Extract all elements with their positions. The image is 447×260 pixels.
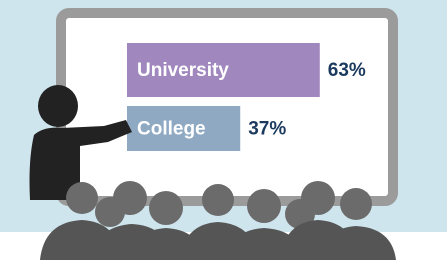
bar-category-label: University [137,60,229,81]
value-label: 63% [328,60,366,81]
page: University63%College37% (() => { const d… [0,0,447,260]
value-label: 37% [248,119,286,140]
presenter-head [38,85,78,127]
bar-category-label: College [137,119,206,140]
scene: University 63% College 37% [0,0,447,260]
